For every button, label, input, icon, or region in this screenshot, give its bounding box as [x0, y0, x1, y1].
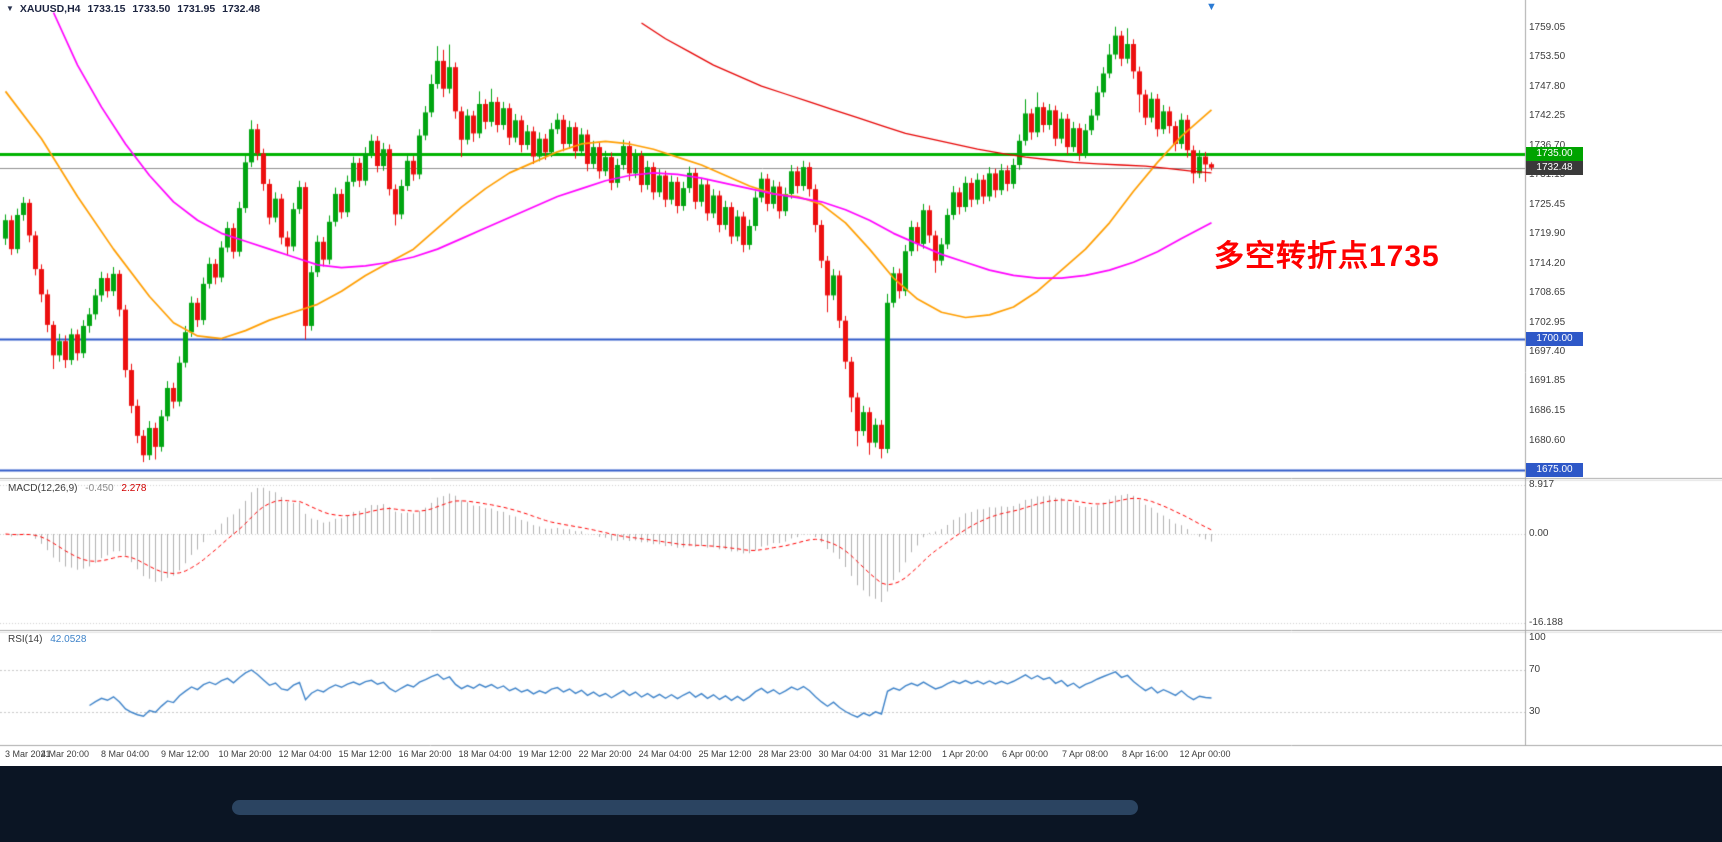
chart-annotation-text: 多空转折点1735 [1214, 240, 1440, 273]
price-tick-label: 1708.65 [1529, 287, 1566, 299]
time-label: 22 Mar 20:00 [578, 749, 632, 759]
macd-panel-label: MACD(12,26,9) -0.450 2.278 [8, 483, 146, 494]
time-label: 4 Mar 20:00 [40, 749, 90, 759]
time-label: 6 Apr 00:00 [1001, 749, 1049, 759]
rsi-panel-label: RSI(14) 42.0528 [8, 634, 86, 645]
bar-open-value: 1733.15 [87, 3, 126, 15]
time-label: 3 Mar 2021 [5, 749, 51, 759]
price-tick-label: 1719.90 [1529, 227, 1566, 239]
rsi-tick-label: 30 [1529, 706, 1541, 718]
price-tick-label: 1742.25 [1529, 110, 1566, 122]
chart-title: ▼ XAUUSD,H4 1733.15 1733.50 1731.95 1732… [6, 3, 264, 15]
macd-tick-label: 0.00 [1529, 528, 1549, 539]
price-tick-label: 1747.80 [1529, 81, 1566, 93]
macd-indicator-name: MACD(12,26,9) [8, 483, 78, 494]
macd-tick-label: -16.188 [1529, 616, 1563, 628]
bar-high-value: 1733.50 [132, 3, 171, 15]
price-level-badge: 1700.00 [1526, 331, 1583, 346]
price-tick-label: 1714.20 [1529, 257, 1566, 269]
price-level-badge: 1732.48 [1526, 160, 1583, 175]
time-label: 18 Mar 04:00 [458, 749, 512, 759]
time-label: 10 Mar 20:00 [218, 749, 272, 759]
symbol-period-label: XAUUSD,H4 [19, 3, 81, 15]
time-label: 19 Mar 12:00 [518, 749, 572, 759]
autoscroll-icon[interactable]: ▼ [1206, 1, 1217, 13]
time-label: 25 Mar 12:00 [698, 749, 752, 759]
price-tick-label: 1702.95 [1529, 317, 1566, 329]
price-level-badge: 1675.00 [1526, 463, 1583, 477]
time-label: 12 Apr 00:00 [1179, 749, 1231, 759]
rsi-value: 42.0528 [50, 634, 87, 645]
time-label: 15 Mar 12:00 [338, 749, 392, 759]
time-label: 7 Apr 08:00 [1061, 749, 1109, 759]
rsi-tick-label: 70 [1529, 663, 1541, 675]
rsi-indicator-name: RSI(14) [8, 634, 43, 645]
price-tick-label: 1697.40 [1529, 346, 1566, 358]
bottom-bar [0, 766, 1722, 842]
time-label: 16 Mar 20:00 [398, 749, 452, 759]
time-label: 24 Mar 04:00 [638, 749, 692, 759]
chart-canvas[interactable] [0, 0, 1722, 766]
time-label: 28 Mar 23:00 [758, 749, 812, 759]
macd-tick-label: 8.917 [1529, 478, 1555, 490]
time-label: 9 Mar 12:00 [160, 749, 210, 759]
price-level-badge: 1735.00 [1526, 147, 1583, 162]
rsi-tick-label: 100 [1529, 632, 1546, 643]
macd-main-value: -0.450 [85, 483, 114, 494]
bar-close-value: 1732.48 [222, 3, 261, 15]
price-tick-label: 1759.05 [1529, 22, 1566, 33]
scrollbar-thumb[interactable] [232, 800, 1138, 815]
time-label: 8 Mar 04:00 [100, 749, 150, 759]
time-label: 30 Mar 04:00 [818, 749, 872, 759]
time-label: 1 Apr 20:00 [941, 749, 989, 759]
time-label: 12 Mar 04:00 [278, 749, 332, 759]
price-tick-label: 1753.50 [1529, 51, 1566, 63]
symbol-menu-icon[interactable]: ▼ [6, 4, 14, 13]
price-tick-label: 1725.45 [1529, 198, 1566, 210]
price-tick-label: 1686.15 [1529, 405, 1566, 417]
macd-signal-value: 2.278 [121, 483, 147, 494]
time-label: 8 Apr 16:00 [1121, 749, 1169, 759]
price-tick-label: 1680.60 [1529, 434, 1566, 446]
price-tick-label: 1736.70 [1529, 139, 1566, 151]
time-label: 31 Mar 12:00 [878, 749, 932, 759]
price-tick-label: 1691.85 [1529, 375, 1566, 387]
bar-low-value: 1731.95 [177, 3, 216, 15]
